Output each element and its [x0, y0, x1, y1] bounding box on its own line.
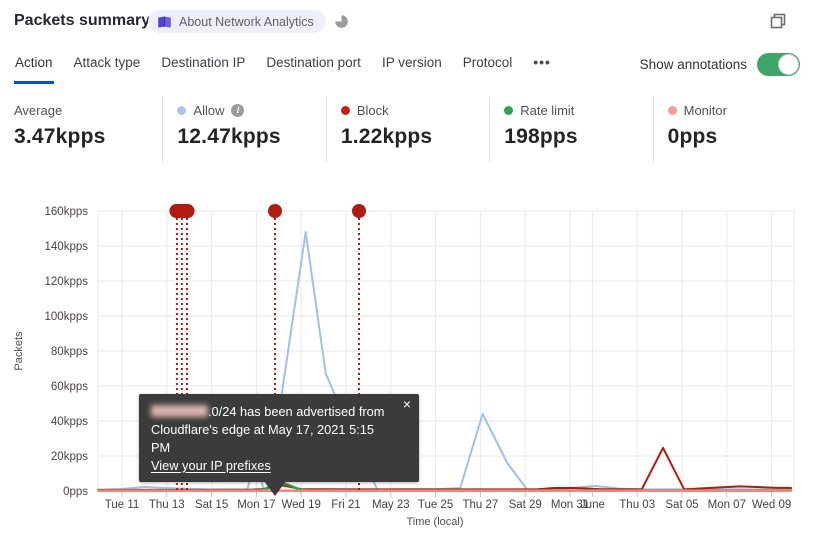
- y-tick-label: 20kpps: [51, 451, 88, 463]
- y-tick-label: 160kpps: [45, 206, 89, 218]
- redacted-ip-prefix: [151, 405, 208, 417]
- x-tick-label: Tue 25: [418, 499, 453, 511]
- y-tick-label: 80kpps: [51, 346, 88, 358]
- view-ip-prefixes-link[interactable]: View your IP prefixes: [151, 458, 271, 473]
- tab-destination-port[interactable]: Destination port: [266, 55, 361, 70]
- tooltip-line-2: Cloudflare's edge at May 17, 2021 5:15 P…: [151, 422, 374, 455]
- close-icon[interactable]: ×: [402, 396, 411, 412]
- x-tick-label: Wed 19: [281, 499, 320, 511]
- about-network-analytics-badge[interactable]: About Network Analytics: [148, 10, 326, 33]
- x-tick-label: Thu 13: [149, 499, 185, 511]
- allow-legend-dot: [177, 105, 187, 115]
- tooltip-line-1: .0/24 has been advertised from: [151, 403, 395, 421]
- y-tick-label: 0pps: [63, 486, 88, 498]
- show-annotations-toggle[interactable]: [757, 53, 800, 76]
- rate-limit-legend-dot: [504, 105, 514, 115]
- tab-ip-version[interactable]: IP version: [381, 55, 442, 70]
- stat-average: Average 3.47kpps: [0, 96, 162, 162]
- stat-value: 3.47kpps: [14, 125, 106, 148]
- stat-rate-limit: Rate limit 198pps: [489, 96, 652, 162]
- x-tick-label: June: [580, 499, 605, 511]
- packets-time-series-chart[interactable]: Tue 11 Thu 13 Sat 15 Mon 17 Wed 19 Fri 21 May …: [0, 190, 816, 545]
- info-icon[interactable]: i: [231, 103, 245, 117]
- tab-bar: Action Attack type Destination IP Destin…: [14, 50, 552, 84]
- annotation-tooltip: × .0/24 has been advertised from Cloudfl…: [139, 394, 419, 496]
- stat-label: Block: [356, 102, 389, 118]
- stat-allow: Allow i 12.47kpps: [162, 96, 325, 162]
- x-tick-label: May 23: [372, 499, 410, 511]
- annotation-marker[interactable]: [268, 204, 282, 218]
- x-tick-label: Sat 15: [195, 499, 228, 511]
- book-icon: [157, 15, 172, 29]
- tab-destination-ip[interactable]: Destination IP: [161, 55, 246, 70]
- show-annotations-label: Show annotations: [639, 57, 747, 72]
- x-tick-label: Sat 05: [665, 499, 698, 511]
- stat-block: Block 1.22kpps: [325, 96, 489, 162]
- tab-action[interactable]: Action: [14, 50, 54, 84]
- x-tick-label: Mon 17: [237, 499, 275, 511]
- x-axis-title: Time (local): [406, 516, 463, 528]
- monitor-legend-dot: [667, 105, 677, 115]
- y-tick-label: 100kpps: [45, 311, 89, 323]
- stat-label: Allow: [193, 102, 225, 118]
- x-tick-label: Thu 27: [462, 499, 498, 511]
- y-tick-label: 140kpps: [45, 241, 89, 253]
- x-tick-label: Mon 31: [551, 499, 589, 511]
- stat-monitor: Monitor 0pps: [652, 96, 816, 162]
- stat-label: Monitor: [683, 102, 727, 118]
- x-tick-label: Sat 29: [509, 499, 542, 511]
- stat-value: 0pps: [667, 125, 718, 148]
- x-tick-label: Fri 21: [331, 499, 360, 511]
- duplicate-window-icon[interactable]: [770, 13, 786, 29]
- x-tick-label: Tue 11: [105, 499, 140, 511]
- stat-label: Average: [14, 102, 63, 118]
- more-tabs-button[interactable]: •••: [533, 54, 551, 70]
- y-axis-title: Packets: [13, 331, 25, 371]
- stat-value: 198pps: [504, 125, 578, 148]
- annotation-cluster-marker[interactable]: [169, 204, 195, 218]
- stat-label: Rate limit: [520, 102, 575, 118]
- stat-value: 1.22kpps: [340, 125, 433, 148]
- x-tick-label: Wed 09: [752, 499, 791, 511]
- x-tick-label: Thu 03: [619, 499, 655, 511]
- stat-value: 12.47kpps: [177, 125, 281, 148]
- x-tick-label: Mon 07: [708, 499, 746, 511]
- block-legend-dot: [340, 105, 350, 115]
- y-tick-label: 40kpps: [51, 416, 88, 428]
- annotation-marker[interactable]: [352, 204, 366, 218]
- y-tick-label: 60kpps: [51, 381, 88, 393]
- tab-protocol[interactable]: Protocol: [462, 55, 513, 70]
- page-title: Packets summary: [14, 12, 151, 29]
- summary-stats-row: Average 3.47kpps Allow i 12.47kpps Block…: [0, 96, 816, 162]
- badge-label: About Network Analytics: [179, 14, 314, 29]
- toggle-knob: [778, 54, 799, 75]
- tab-attack-type[interactable]: Attack type: [73, 55, 141, 70]
- usage-meter-icon[interactable]: [334, 14, 349, 29]
- y-tick-label: 120kpps: [45, 276, 89, 288]
